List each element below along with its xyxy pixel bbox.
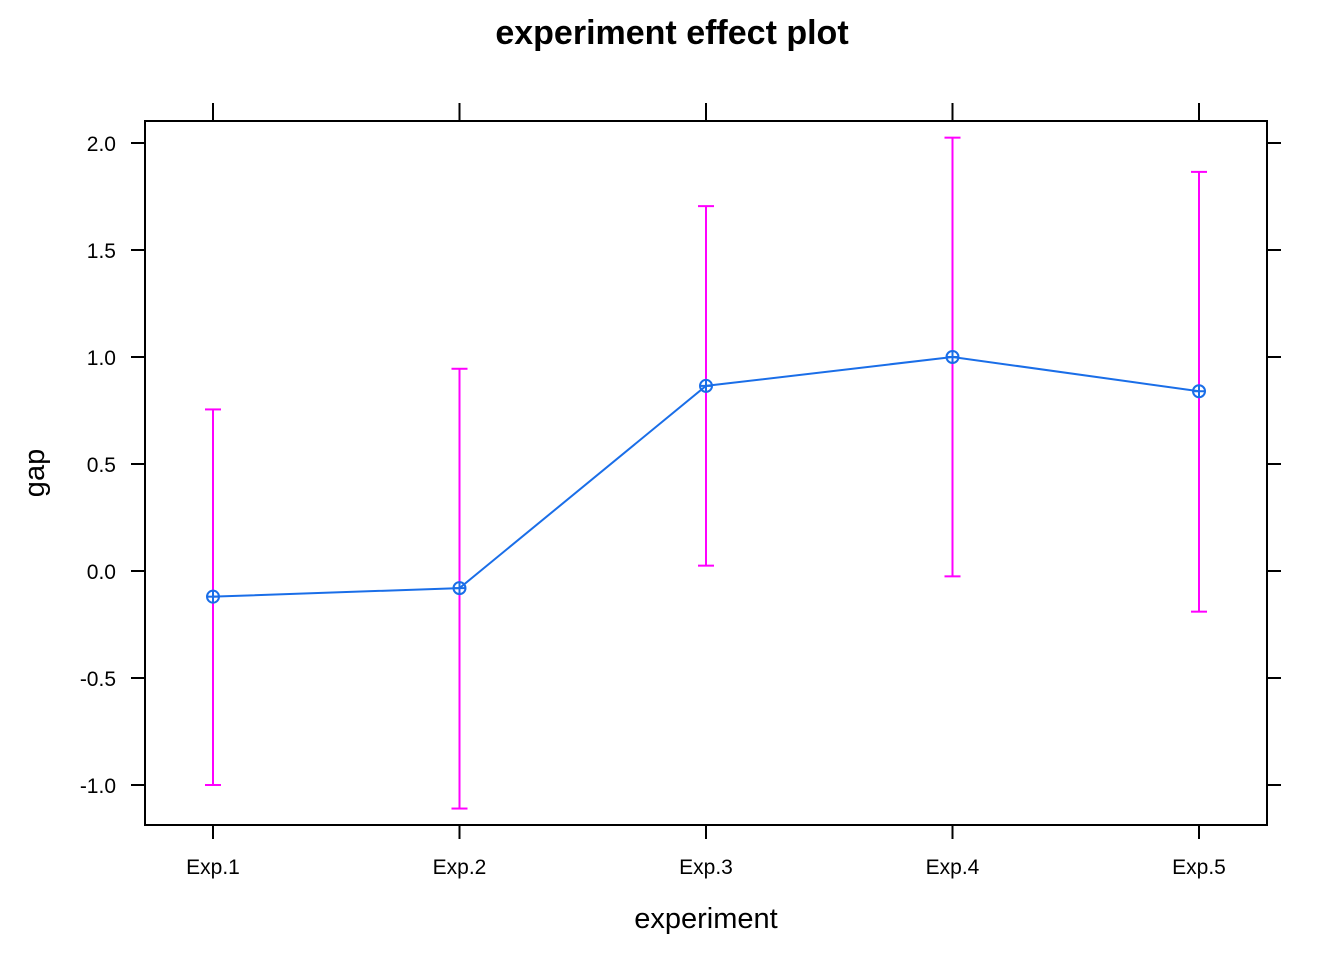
x-tick-label: Exp.3 — [679, 856, 733, 879]
x-tick-label: Exp.4 — [926, 856, 980, 879]
x-tick-label: Exp.5 — [1172, 856, 1226, 879]
y-tick-labels: -1.0 -0.5 0.0 0.5 1.0 1.5 2.0 — [80, 133, 116, 798]
x-tick-label: Exp.1 — [186, 856, 240, 879]
axis-ticks — [131, 103, 1281, 839]
x-tick-labels: Exp.1 Exp.2 Exp.3 Exp.4 Exp.5 — [186, 856, 1226, 879]
confidence-intervals — [205, 136, 1207, 810]
y-tick-label: 0.5 — [87, 454, 116, 477]
chart-title: experiment effect plot — [495, 14, 848, 52]
y-tick-label: 1.0 — [87, 347, 116, 370]
y-tick-label: -1.0 — [80, 775, 116, 798]
x-axis-label: experiment — [634, 903, 777, 935]
y-tick-label: 0.0 — [87, 561, 116, 584]
y-tick-label: 2.0 — [87, 133, 116, 156]
effect-points — [206, 350, 1206, 604]
y-tick-label: 1.5 — [87, 240, 116, 263]
y-axis-label: gap — [19, 449, 51, 497]
y-tick-label: -0.5 — [80, 668, 116, 691]
x-tick-label: Exp.2 — [433, 856, 487, 879]
